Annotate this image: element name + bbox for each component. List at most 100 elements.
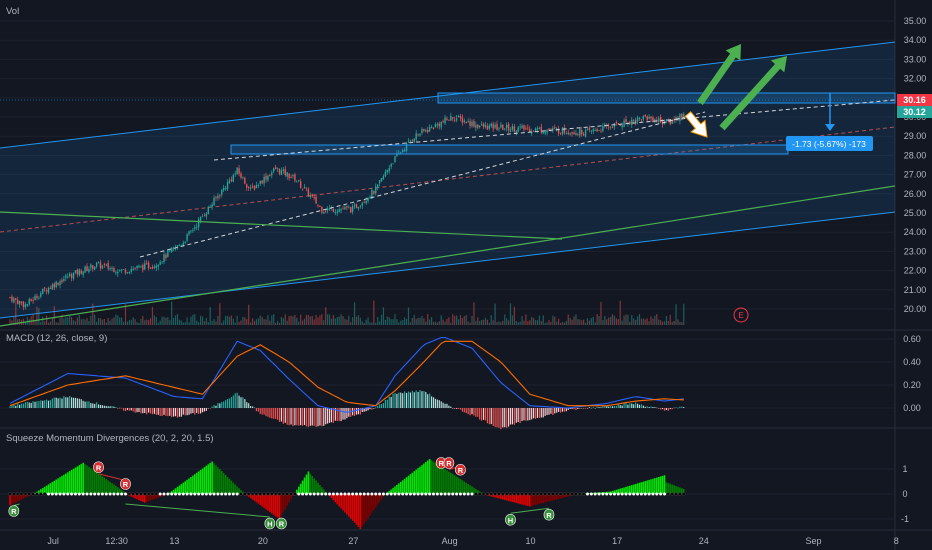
squeeze-bar bbox=[413, 471, 416, 494]
white-down-arrow[interactable] bbox=[684, 111, 708, 138]
price-tick-label: 34.00 bbox=[904, 35, 927, 45]
squeeze-dot bbox=[93, 492, 97, 496]
squeeze-axis[interactable]: 10-1 bbox=[901, 464, 909, 524]
squeeze-bar bbox=[88, 466, 90, 494]
macd-hist-bar bbox=[255, 408, 257, 412]
candle-body bbox=[629, 121, 631, 125]
volume-bar bbox=[196, 320, 198, 325]
macd-hist-bar bbox=[390, 396, 392, 408]
squeeze-bar bbox=[675, 486, 677, 494]
green-up-arrow-right[interactable] bbox=[719, 56, 787, 131]
macd-hist-bar bbox=[369, 408, 371, 410]
squeeze-bar bbox=[57, 478, 59, 494]
volume-bar bbox=[525, 314, 527, 325]
macd-hist-bar bbox=[610, 406, 612, 408]
price-axis[interactable]: 20.0021.0022.0023.0024.0025.0026.0027.00… bbox=[904, 16, 927, 314]
macd-hist-bar bbox=[94, 403, 96, 408]
squeeze-bar bbox=[580, 493, 583, 495]
squeeze-dot bbox=[678, 492, 682, 496]
volume-bar bbox=[311, 315, 313, 325]
candle-body bbox=[646, 116, 648, 120]
candle-body bbox=[563, 127, 566, 133]
squeeze-bar bbox=[630, 485, 633, 494]
macd-hist-bar bbox=[155, 408, 157, 415]
squeeze-bar bbox=[16, 494, 19, 502]
macd-hist-bar bbox=[490, 408, 492, 425]
macd-hist-bar bbox=[71, 397, 73, 408]
candle-body bbox=[301, 188, 304, 190]
volume-bar bbox=[661, 321, 664, 325]
squeeze-bar bbox=[363, 494, 365, 524]
macd-pane[interactable]: MACD (12, 26, close, 9) 0.600.400.200.00 bbox=[6, 333, 921, 430]
hidden-divergence-marker bbox=[505, 513, 516, 526]
candle-body bbox=[176, 245, 179, 248]
squeeze-bar bbox=[417, 468, 419, 494]
squeeze-bar bbox=[511, 494, 514, 502]
macd-axis[interactable]: 0.600.400.200.00 bbox=[903, 334, 921, 413]
macd-hist-bar bbox=[394, 392, 396, 408]
candle-body bbox=[49, 288, 52, 289]
squeeze-dot bbox=[624, 492, 628, 496]
volume-bar bbox=[240, 320, 242, 325]
arrows[interactable] bbox=[684, 44, 787, 138]
squeeze-bar bbox=[111, 483, 113, 494]
squeeze-bar bbox=[182, 482, 185, 494]
macd-hist-bar bbox=[136, 408, 138, 413]
dashed-trendline-upper[interactable] bbox=[213, 99, 896, 161]
macd-hist-bar bbox=[588, 407, 591, 408]
squeeze-bar bbox=[199, 469, 202, 494]
drawings[interactable] bbox=[0, 92, 896, 327]
macd-hist-bar bbox=[565, 408, 567, 412]
candle-body bbox=[30, 299, 32, 301]
volume-bar bbox=[615, 318, 617, 325]
support-zone[interactable] bbox=[230, 144, 789, 155]
squeeze-dot bbox=[204, 492, 208, 496]
macd-hist-bar bbox=[513, 408, 515, 425]
volume-bar bbox=[344, 318, 346, 325]
candle-body bbox=[529, 129, 531, 133]
macd-hist-bar bbox=[315, 408, 317, 427]
volume-bar bbox=[171, 301, 173, 325]
volume-bar bbox=[459, 315, 462, 325]
macd-hist-bar bbox=[357, 408, 360, 415]
time-axis[interactable]: Jul 12:30 13 20 27 Aug 10 17 24 Sep 8 bbox=[47, 536, 898, 546]
macd-hist-bar bbox=[671, 408, 673, 410]
candle-body bbox=[440, 121, 442, 128]
price-tick-label: 33.00 bbox=[904, 54, 927, 64]
squeeze-pane[interactable]: Squeeze Momentum Divergences (20, 2, 20,… bbox=[6, 433, 909, 530]
candle-body bbox=[359, 205, 362, 207]
green-ascending-line[interactable] bbox=[0, 185, 896, 327]
volume-bar bbox=[417, 317, 419, 325]
earnings-marker[interactable]: E bbox=[733, 307, 749, 323]
squeeze-bar bbox=[644, 481, 647, 494]
squeeze-dot bbox=[485, 492, 490, 496]
candle-body bbox=[9, 297, 11, 299]
macd-hist-bar bbox=[642, 405, 644, 408]
squeeze-bar bbox=[384, 494, 387, 495]
candle-body bbox=[615, 122, 618, 123]
candle-body bbox=[103, 264, 106, 266]
dashed-trendline-lower[interactable] bbox=[139, 111, 706, 258]
squeeze-dot bbox=[270, 492, 274, 496]
squeeze-bar bbox=[480, 492, 483, 494]
channel-upper-line[interactable] bbox=[0, 41, 896, 149]
price-pane[interactable]: Vol -1.73 (-5.67%) -173 E 20.0021.0022.0… bbox=[0, 6, 932, 327]
green-descending-line[interactable] bbox=[0, 211, 563, 240]
green-up-arrow-left[interactable] bbox=[697, 44, 741, 105]
candle-body bbox=[671, 120, 673, 124]
resistance-zone[interactable] bbox=[437, 92, 896, 104]
candle-body bbox=[644, 114, 646, 117]
measure-tool[interactable]: -1.73 (-5.67%) -173 bbox=[786, 136, 873, 151]
squeeze-bar bbox=[469, 485, 471, 494]
squeeze-bar bbox=[423, 463, 425, 494]
volume-bar bbox=[660, 320, 662, 325]
squeeze-bar bbox=[340, 494, 342, 509]
volume-bar bbox=[32, 314, 34, 325]
channel-lower-line[interactable] bbox=[0, 211, 896, 319]
macd-hist-bar bbox=[234, 393, 236, 408]
macd-hist-bar bbox=[681, 406, 683, 408]
volume-bar bbox=[317, 317, 319, 325]
volume-bar bbox=[161, 316, 163, 325]
